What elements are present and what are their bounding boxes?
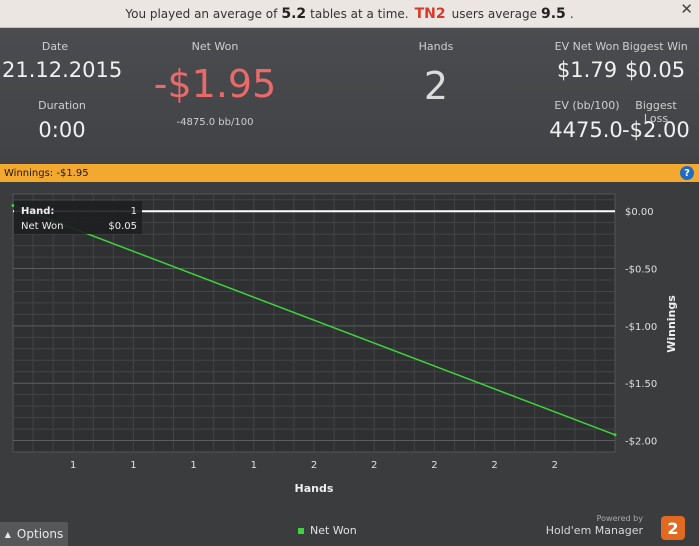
ev-net-won-label: EV Net Won bbox=[554, 40, 620, 53]
biggest-win-value: $0.05 bbox=[624, 58, 686, 82]
users-avg-value: 9.5 bbox=[541, 5, 566, 22]
y-axis-ticks: $0.00 -$0.50 -$1.00 -$1.50 -$2.00 bbox=[625, 207, 657, 447]
biggest-win-label: Biggest Win bbox=[622, 40, 688, 53]
biggest-loss-value: -$2.00 bbox=[622, 118, 690, 142]
stats-panel: Date 21.12.2015 Duration 0:00 Net Won -$… bbox=[0, 28, 699, 164]
x-axis-label: Hands bbox=[295, 482, 334, 495]
tooltip-hand-label: Hand: bbox=[21, 206, 54, 217]
notice-users-text: users average bbox=[451, 6, 537, 21]
date-value: 21.12.2015 bbox=[2, 58, 123, 82]
x-tick-label: 2 bbox=[491, 460, 497, 471]
x-tick-label: 1 bbox=[130, 460, 136, 471]
y-tick-label: -$0.50 bbox=[625, 265, 657, 276]
powered-by-text: Powered by bbox=[596, 514, 643, 523]
biggest-loss-label: Biggest Loss bbox=[635, 99, 677, 125]
hands-label: Hands bbox=[418, 40, 454, 53]
avg-tables-value: 5.2 bbox=[281, 5, 307, 22]
x-tick-label: 1 bbox=[251, 460, 257, 471]
tooltip-hand-value: 1 bbox=[131, 206, 137, 217]
x-tick-label: 2 bbox=[311, 460, 317, 471]
date-label: Date bbox=[41, 40, 69, 53]
footer-bar: ▲ Options Net Won Powered by Hold'em Man… bbox=[0, 514, 699, 546]
x-tick-label: 1 bbox=[70, 460, 76, 471]
y-tick-label: -$1.50 bbox=[625, 379, 657, 390]
hover-tooltip: Hand: 1 Net Won $0.05 bbox=[14, 201, 142, 234]
tooltip-net-label: Net Won bbox=[21, 221, 64, 232]
net-won-label: Net Won bbox=[191, 40, 239, 53]
hm2-logo-icon: 2 bbox=[661, 516, 685, 540]
group-label: TN2 bbox=[414, 5, 446, 22]
x-axis-ticks: 1 1 1 1 2 2 2 2 2 bbox=[70, 460, 558, 471]
y-tick-label: -$1.00 bbox=[625, 322, 657, 333]
y-tick-label: -$2.00 bbox=[625, 437, 657, 448]
ev-bb-label: EV (bb/100) bbox=[554, 99, 620, 112]
tooltip-box bbox=[14, 201, 142, 234]
legend-label: Net Won bbox=[310, 524, 357, 537]
notice-middle: tables at a time. bbox=[310, 6, 409, 21]
options-label: Options bbox=[16, 527, 64, 541]
legend-swatch bbox=[298, 527, 304, 534]
x-tick-label: 2 bbox=[552, 460, 558, 471]
winnings-text: Winnings: -$1.95 bbox=[4, 167, 89, 179]
chart-series bbox=[11, 203, 617, 437]
net-won-bb-value: -4875.0 bb/100 bbox=[176, 117, 254, 128]
hands-value: 2 bbox=[423, 64, 449, 108]
data-point bbox=[613, 433, 617, 437]
options-button[interactable]: ▲ Options bbox=[0, 522, 68, 546]
y-tick-label: $0.00 bbox=[625, 207, 654, 218]
net-won-value: -$1.95 bbox=[153, 62, 277, 106]
close-icon[interactable]: ✕ bbox=[680, 0, 693, 18]
x-tick-label: 1 bbox=[190, 460, 196, 471]
data-point bbox=[11, 203, 15, 207]
help-icon[interactable]: ? bbox=[680, 166, 694, 180]
chart-grid bbox=[13, 194, 615, 452]
chevron-up-icon: ▲ bbox=[4, 529, 11, 539]
series-line-net-won bbox=[12, 204, 616, 436]
ev-net-won-value: $1.79 bbox=[556, 58, 618, 82]
notice-prefix: You played an average of bbox=[125, 6, 278, 21]
duration-value: 0:00 bbox=[38, 118, 86, 142]
notice-bar: You played an average of 5.2 tables at a… bbox=[0, 0, 699, 28]
notice-suffix: . bbox=[569, 6, 574, 21]
x-tick-label: 2 bbox=[431, 460, 437, 471]
x-tick-label: 2 bbox=[371, 460, 377, 471]
y-axis-label: Winnings bbox=[665, 295, 678, 353]
winnings-banner: Winnings: -$1.95 ? bbox=[0, 164, 699, 182]
duration-label: Duration bbox=[38, 99, 86, 112]
brand-name: Hold'em Manager bbox=[545, 524, 643, 537]
chart-legend[interactable]: Net Won bbox=[298, 524, 357, 537]
ev-bb-value: 4475.0 bbox=[549, 118, 623, 142]
tooltip-net-value: $0.05 bbox=[108, 221, 137, 232]
